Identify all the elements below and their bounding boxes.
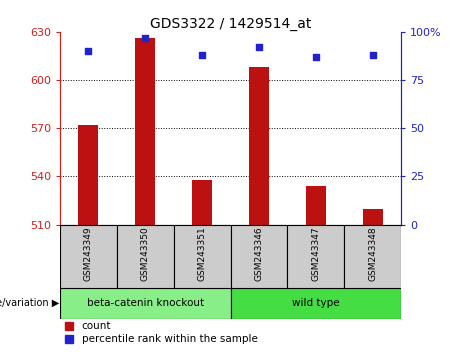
Bar	[78, 125, 98, 224]
FancyBboxPatch shape	[230, 287, 401, 319]
Text: GSM243350: GSM243350	[141, 227, 150, 281]
Point	[198, 52, 206, 58]
FancyBboxPatch shape	[117, 224, 174, 287]
Text: GSM243348: GSM243348	[368, 227, 377, 281]
FancyBboxPatch shape	[230, 224, 287, 287]
Text: GSM243349: GSM243349	[84, 227, 93, 281]
Bar	[135, 38, 155, 224]
Point	[312, 54, 319, 60]
FancyBboxPatch shape	[344, 224, 401, 287]
Bar	[249, 67, 269, 224]
Bar	[306, 186, 326, 224]
Point	[255, 45, 263, 50]
Title: GDS3322 / 1429514_at: GDS3322 / 1429514_at	[150, 17, 311, 31]
Bar	[192, 179, 212, 224]
Point	[142, 35, 149, 40]
Point	[85, 48, 92, 54]
FancyBboxPatch shape	[174, 224, 230, 287]
Bar	[363, 209, 383, 224]
FancyBboxPatch shape	[287, 224, 344, 287]
Text: wild type: wild type	[292, 298, 340, 308]
Text: GSM243351: GSM243351	[198, 227, 207, 281]
FancyBboxPatch shape	[60, 287, 230, 319]
Point	[369, 52, 376, 58]
FancyBboxPatch shape	[60, 224, 117, 287]
Text: GSM243346: GSM243346	[254, 227, 263, 281]
Text: genotype/variation ▶: genotype/variation ▶	[0, 298, 59, 308]
Legend: count, percentile rank within the sample: count, percentile rank within the sample	[65, 321, 258, 344]
Text: beta-catenin knockout: beta-catenin knockout	[87, 298, 204, 308]
Text: GSM243347: GSM243347	[311, 227, 320, 281]
